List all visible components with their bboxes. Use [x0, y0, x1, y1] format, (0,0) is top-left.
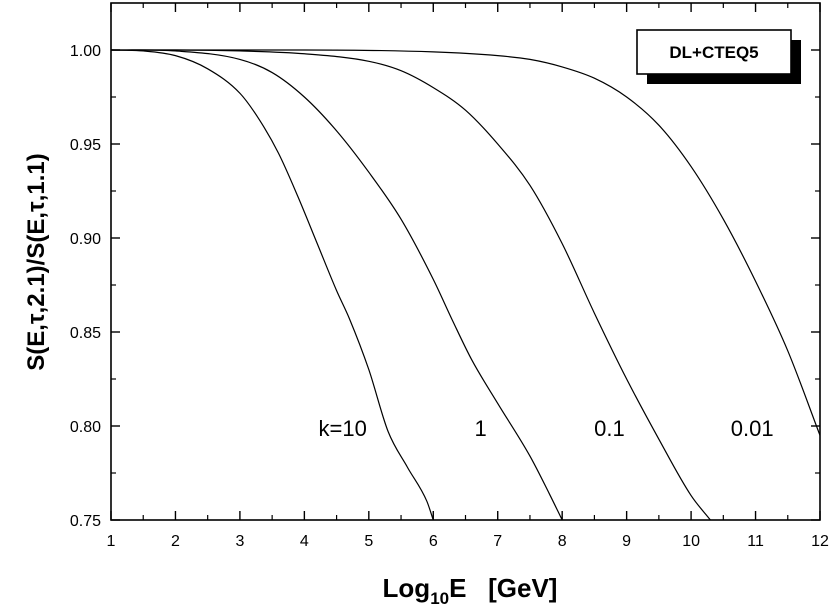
x-axis-title: Log10E [GeV] [383, 573, 558, 608]
curve-label: 0.1 [594, 416, 625, 441]
curve-label: 0.01 [731, 416, 774, 441]
y-tick-label: 0.85 [70, 325, 101, 342]
y-tick-label: 1.00 [70, 43, 101, 60]
curve-labels: k=10 1 0.1 0.01 [319, 416, 774, 441]
x-tick-label: 9 [622, 533, 631, 550]
x-tick-label: 5 [364, 533, 373, 550]
y-axis-title: S(E,τ,2.1)/S(E,τ,1.1) [23, 153, 50, 371]
y-tick-label: 0.75 [70, 513, 101, 530]
data-series [110, 49, 821, 521]
x-axis-title-unit: E [GeV] [449, 573, 557, 603]
x-tick-label: 6 [429, 533, 438, 550]
legend-label: DL+CTEQ5 [669, 43, 758, 62]
x-tick-label: 8 [558, 533, 567, 550]
legend-box: DL+CTEQ5 [636, 29, 801, 84]
curve-label: 1 [475, 416, 487, 441]
x-tick-label: 11 [747, 533, 764, 550]
x-tick-label: 10 [682, 533, 700, 550]
series-line-1 [110, 49, 563, 521]
x-tick-label: 2 [171, 533, 180, 550]
tick-labels: 1 2 3 4 5 6 7 8 9 10 11 120.750.800.850.900.951.00 [70, 43, 829, 550]
series-line-3 [111, 49, 821, 436]
y-tick-label: 0.80 [70, 419, 101, 436]
y-tick-label: 0.90 [70, 231, 101, 248]
x-tick-label: 7 [493, 533, 502, 550]
curve-label: k=10 [319, 416, 367, 441]
x-tick-label: 1 [107, 533, 116, 550]
x-axis-title-subscript: 10 [430, 589, 449, 608]
series-line-2 [111, 49, 711, 521]
legend-frame [636, 29, 792, 75]
plot-frame [110, 2, 821, 521]
y-tick-label: 0.95 [70, 137, 101, 154]
x-tick-label: 12 [811, 533, 829, 550]
x-axis-title-main: Log [383, 573, 431, 603]
x-tick-label: 4 [300, 533, 309, 550]
x-tick-label: 3 [235, 533, 244, 550]
series-line-0 [110, 49, 434, 521]
